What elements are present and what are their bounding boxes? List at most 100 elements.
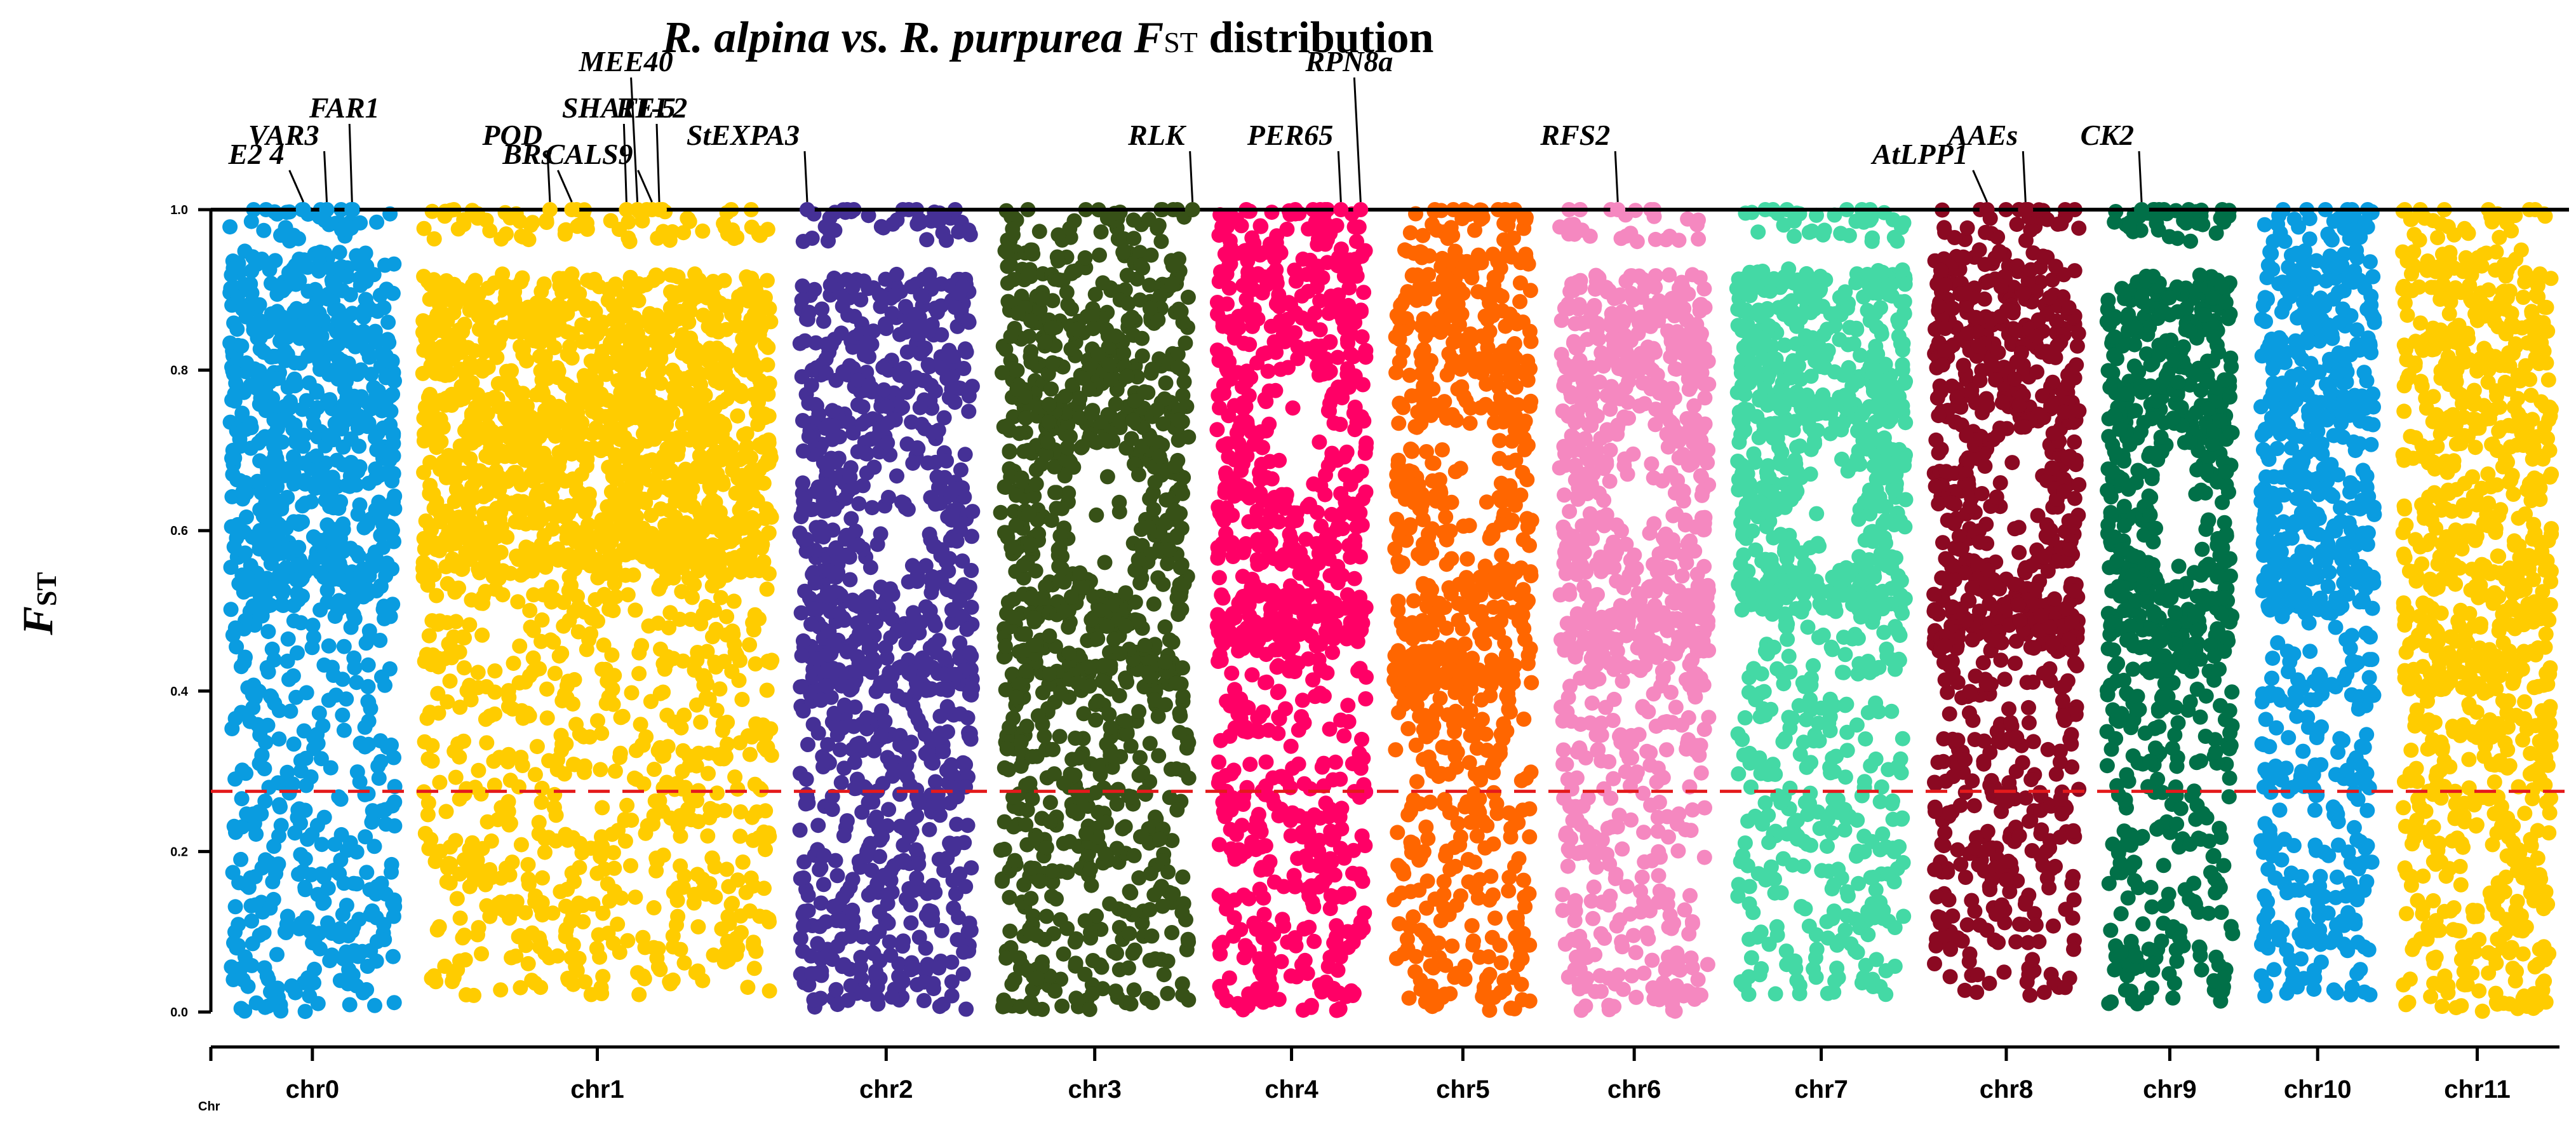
point (1111, 504, 1127, 520)
point (815, 529, 831, 545)
point (753, 299, 768, 314)
point (557, 686, 573, 702)
point (231, 917, 246, 933)
point (1017, 410, 1033, 426)
point (1119, 368, 1135, 384)
point (1117, 713, 1133, 729)
point (880, 415, 896, 431)
point (914, 417, 930, 432)
point (1142, 736, 1158, 752)
point (610, 916, 626, 932)
point (607, 576, 622, 591)
point (306, 729, 321, 745)
point (1077, 966, 1093, 982)
point (906, 960, 922, 976)
point (692, 389, 708, 404)
point (1131, 704, 1147, 720)
point (913, 346, 928, 361)
point (510, 594, 526, 610)
point (662, 233, 678, 248)
point (707, 654, 723, 670)
point (350, 506, 366, 522)
point (803, 377, 819, 393)
point (565, 326, 580, 342)
point (652, 793, 667, 809)
point (627, 602, 643, 618)
point (731, 673, 747, 688)
point (1108, 983, 1124, 999)
point (744, 729, 760, 745)
point (1106, 943, 1122, 959)
point (265, 453, 281, 468)
point (225, 442, 241, 458)
point (500, 367, 516, 383)
point (293, 847, 309, 863)
point (1021, 267, 1036, 283)
point (526, 436, 542, 452)
point (916, 993, 932, 1008)
point (927, 538, 943, 554)
point (1126, 982, 1142, 998)
point (267, 696, 283, 712)
point (339, 478, 354, 494)
point (947, 481, 963, 496)
point (1043, 513, 1059, 529)
point (297, 1004, 313, 1020)
point (460, 515, 476, 531)
point (822, 336, 838, 352)
point (584, 534, 600, 550)
point (429, 494, 445, 510)
point (746, 938, 761, 954)
point (996, 814, 1012, 830)
point (626, 567, 641, 583)
point (506, 656, 521, 671)
point (662, 480, 678, 496)
point (512, 515, 527, 530)
point (533, 511, 549, 527)
point (619, 531, 635, 547)
point (1158, 375, 1174, 391)
point (387, 794, 403, 810)
point (949, 932, 965, 948)
point (801, 429, 817, 445)
point (436, 276, 452, 292)
point (931, 960, 947, 976)
point (744, 510, 760, 525)
point (525, 563, 540, 579)
point (332, 866, 347, 882)
point (366, 839, 382, 854)
point (676, 955, 692, 971)
point (462, 617, 478, 633)
point (813, 692, 829, 708)
point (226, 935, 241, 951)
point (360, 786, 376, 802)
point (830, 565, 846, 581)
point (314, 837, 330, 853)
point (939, 762, 955, 778)
points-chr3 (993, 202, 1197, 1017)
point (304, 300, 319, 316)
point (252, 523, 268, 539)
point (634, 638, 650, 654)
point (764, 652, 780, 668)
point (386, 750, 401, 766)
point (1172, 577, 1188, 593)
point (607, 763, 623, 779)
point (311, 705, 327, 721)
point (1045, 863, 1060, 879)
point (560, 435, 575, 450)
point (693, 714, 709, 730)
point (882, 587, 897, 602)
point (897, 739, 913, 755)
point (1172, 560, 1188, 576)
point (897, 299, 913, 314)
point (564, 350, 580, 366)
point (369, 214, 385, 230)
point (447, 584, 463, 600)
point (316, 657, 332, 673)
point (724, 440, 740, 456)
point (479, 735, 495, 751)
point (285, 274, 300, 290)
point (794, 292, 810, 308)
point (864, 945, 880, 961)
